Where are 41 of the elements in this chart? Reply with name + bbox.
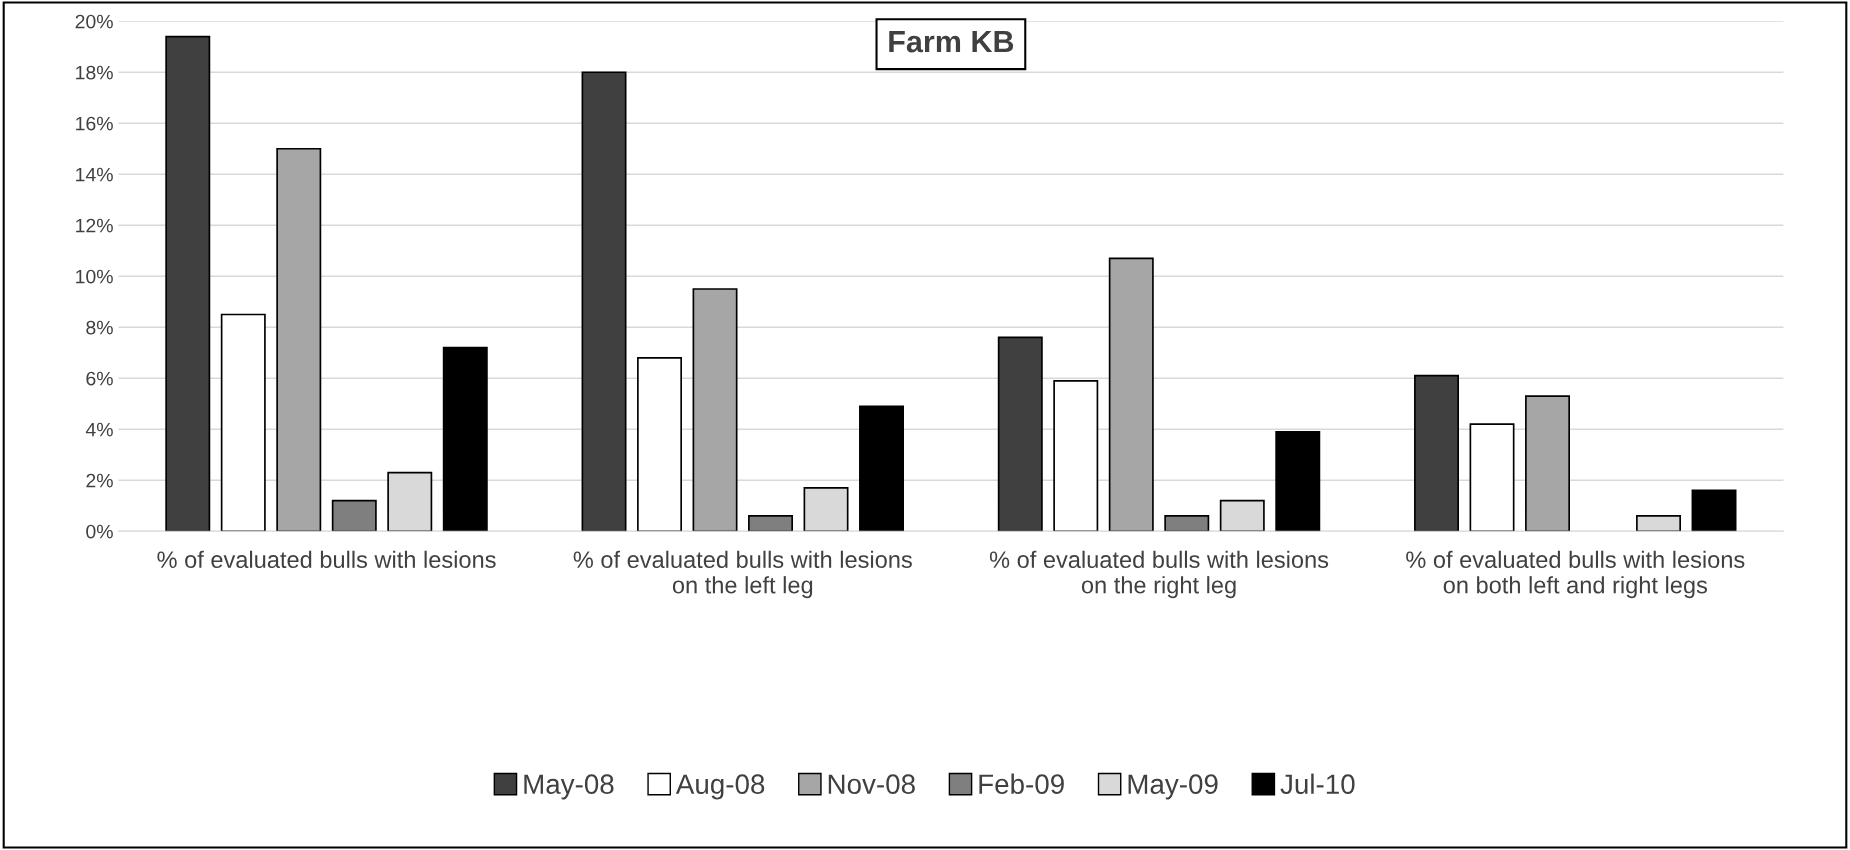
bar xyxy=(1469,423,1515,532)
bar xyxy=(276,147,322,532)
y-tick-label: 2% xyxy=(86,473,113,488)
bar xyxy=(581,71,627,532)
bar xyxy=(859,405,905,532)
legend-label: Nov-08 xyxy=(828,774,915,795)
bar xyxy=(997,336,1043,532)
bar xyxy=(165,35,211,532)
bar xyxy=(220,313,266,532)
bar xyxy=(442,346,488,532)
y-tick-label: 8% xyxy=(86,320,113,335)
x-tick-label: % of evaluated bulls with lesions on the right leg xyxy=(989,550,1329,599)
bar xyxy=(1108,257,1154,532)
bar xyxy=(1525,395,1571,532)
x-tick-label: % of evaluated bulls with lesions on both left and right legs xyxy=(1406,550,1745,599)
bar xyxy=(1691,489,1737,532)
chart-title: Farm KB xyxy=(889,31,1014,53)
y-tick-label: 14% xyxy=(76,167,113,182)
y-tick-label: 16% xyxy=(76,116,113,131)
bar xyxy=(1275,430,1321,532)
y-tick-label: 0% xyxy=(86,524,113,539)
y-tick-label: 12% xyxy=(76,218,113,233)
bar xyxy=(1053,379,1099,532)
bar xyxy=(692,288,738,532)
legend-label: Aug-08 xyxy=(675,774,765,800)
y-tick-label: 20% xyxy=(75,14,113,29)
bar xyxy=(748,515,794,532)
bar xyxy=(1414,374,1460,532)
y-tick-label: 10% xyxy=(76,269,113,284)
y-tick-label: 4% xyxy=(85,422,113,437)
x-tick-label: % of evaluated bulls with lesions xyxy=(157,550,496,569)
y-tick-label: 18% xyxy=(76,65,113,80)
bar xyxy=(331,499,377,532)
bar xyxy=(637,357,683,532)
legend-label: Jul-10 xyxy=(1280,773,1355,795)
legend-label: Feb-09 xyxy=(979,773,1064,795)
y-tick-label: 6% xyxy=(86,371,113,386)
bar xyxy=(1164,515,1210,532)
x-tick-label: % of evaluated bulls with lesions on the left leg xyxy=(573,550,912,599)
legend-label: May-09 xyxy=(1128,774,1218,800)
legend-label: May-08 xyxy=(524,774,614,800)
